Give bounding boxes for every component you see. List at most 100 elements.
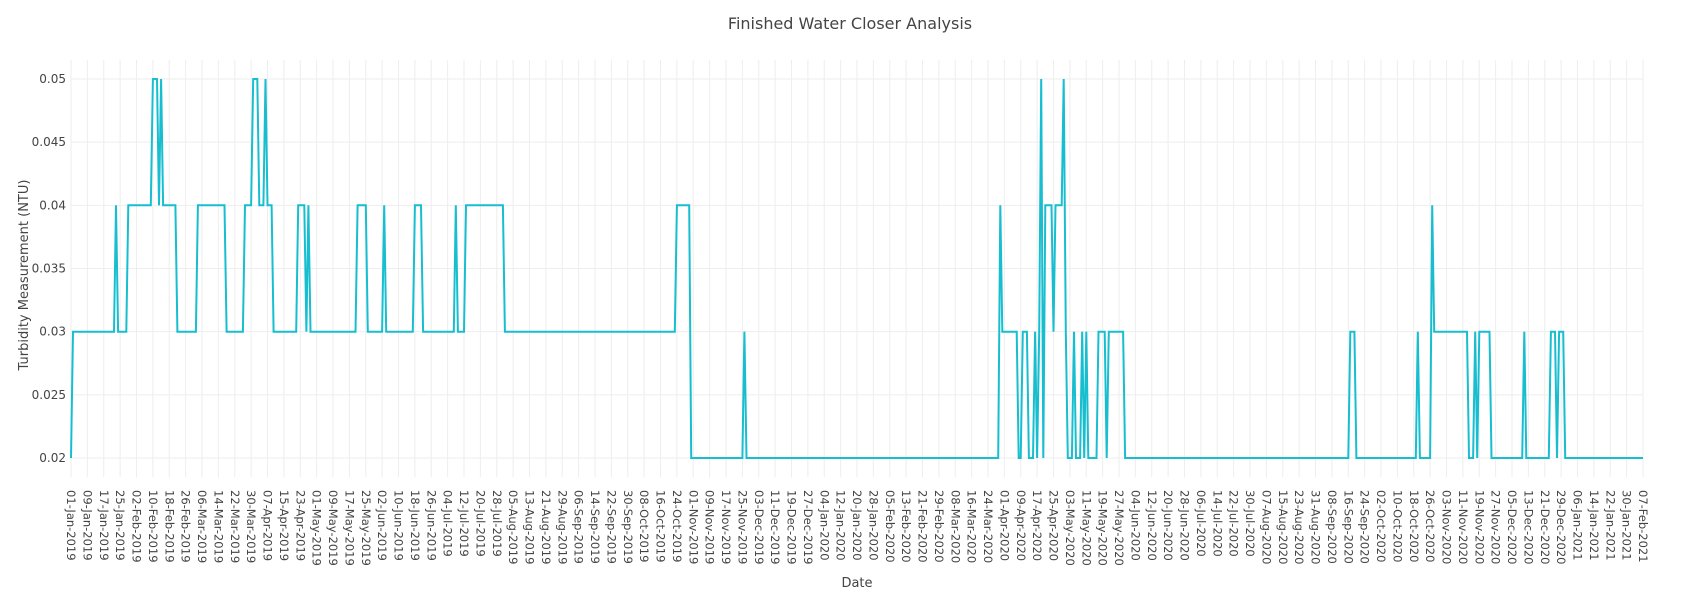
x-tick-label: 26-Jun-2019 <box>424 490 438 561</box>
x-tick-label: 06-Jan-2021 <box>1571 490 1585 561</box>
x-tick-label: 30-Jul-2020 <box>1243 490 1257 557</box>
x-tick-label: 08-Sep-2020 <box>1325 490 1339 564</box>
x-tick-label: 12-Jan-2020 <box>834 490 848 561</box>
x-tick-label: 09-Apr-2020 <box>1014 490 1028 561</box>
x-tick-label: 27-May-2020 <box>1112 490 1126 566</box>
x-tick-label: 09-Jan-2019 <box>80 490 94 561</box>
x-tick-label: 04-Jul-2019 <box>441 490 455 557</box>
x-tick-label: 22-Mar-2019 <box>228 490 242 563</box>
x-tick-label: 26-Feb-2019 <box>179 490 193 563</box>
x-tick-label: 21-Feb-2020 <box>916 490 930 563</box>
x-tick-label: 22-Jul-2020 <box>1227 490 1241 557</box>
x-tick-label: 20-Jun-2020 <box>1161 490 1175 561</box>
x-tick-label: 02-Feb-2019 <box>130 490 144 563</box>
x-tick-label: 26-Oct-2020 <box>1423 490 1437 562</box>
x-tick-label: 02-Oct-2020 <box>1374 490 1388 562</box>
x-tick-label: 05-Aug-2019 <box>506 490 520 564</box>
x-tick-label: 27-Dec-2019 <box>801 490 815 564</box>
x-tick-label: 25-Apr-2020 <box>1047 490 1061 561</box>
x-tick-label: 09-May-2019 <box>326 490 340 566</box>
x-tick-label: 19-May-2020 <box>1096 490 1110 566</box>
x-tick-label: 05-Dec-2020 <box>1505 490 1519 564</box>
y-tick-label: 0.03 <box>39 325 66 339</box>
x-tick-label: 15-Aug-2020 <box>1276 490 1290 564</box>
series-lines <box>70 78 1643 459</box>
x-tick-label: 06-Mar-2019 <box>195 490 209 563</box>
x-tick-label: 13-Aug-2019 <box>523 490 537 564</box>
x-tick-label: 28-Jun-2020 <box>1178 490 1192 561</box>
x-tick-label: 24-Sep-2020 <box>1358 490 1372 564</box>
x-tick-label: 12-Jun-2020 <box>1145 490 1159 561</box>
x-tick-label: 06-Jul-2020 <box>1194 490 1208 557</box>
x-tick-label: 07-Aug-2020 <box>1259 490 1273 564</box>
x-tick-label: 31-Aug-2020 <box>1309 490 1323 564</box>
x-tick-label: 16-Sep-2020 <box>1341 490 1355 564</box>
x-tick-label: 22-Jan-2021 <box>1603 490 1617 561</box>
x-tick-label: 29-Aug-2019 <box>555 490 569 564</box>
x-tick-label: 27-Nov-2020 <box>1489 490 1503 564</box>
y-tick-label: 0.05 <box>39 72 66 86</box>
x-tick-label: 25-Jan-2019 <box>113 490 127 561</box>
x-tick-label: 16-Mar-2020 <box>965 490 979 563</box>
x-tick-label: 10-Oct-2020 <box>1390 490 1404 562</box>
y-tick-label: 0.045 <box>32 135 66 149</box>
x-tick-label: 29-Feb-2020 <box>932 490 946 563</box>
x-tick-label: 14-Sep-2019 <box>588 490 602 564</box>
x-tick-label: 30-Jan-2021 <box>1620 490 1634 561</box>
x-tick-label: 06-Sep-2019 <box>572 490 586 564</box>
x-tick-label: 01-Nov-2019 <box>686 490 700 564</box>
x-tick-label: 03-Dec-2019 <box>752 490 766 564</box>
x-tick-label: 07-Apr-2019 <box>261 490 275 561</box>
x-tick-label: 01-Jan-2019 <box>64 490 78 561</box>
x-tick-label: 15-Apr-2019 <box>277 490 291 561</box>
x-tick-label: 21-Aug-2019 <box>539 490 553 564</box>
x-tick-label: 28-Jan-2020 <box>866 490 880 561</box>
x-tick-label: 13-Feb-2020 <box>899 490 913 563</box>
x-tick-label: 01-May-2019 <box>310 490 324 566</box>
x-tick-label: 02-Jun-2019 <box>375 490 389 561</box>
x-axis-title: Date <box>841 576 872 591</box>
x-tick-label: 18-Jun-2019 <box>408 490 422 561</box>
x-tick-label: 28-Jul-2019 <box>490 490 504 557</box>
x-tick-label: 03-May-2020 <box>1063 490 1077 566</box>
x-tick-label: 18-Oct-2020 <box>1407 490 1421 562</box>
x-tick-label: 23-Aug-2020 <box>1292 490 1306 564</box>
x-tick-label: 24-Mar-2020 <box>981 490 995 563</box>
x-tick-label: 19-Nov-2020 <box>1472 490 1486 564</box>
x-tick-label: 17-Apr-2020 <box>1030 490 1044 561</box>
x-tick-label: 24-Oct-2019 <box>670 490 684 562</box>
x-tick-label: 14-Jul-2020 <box>1210 490 1224 557</box>
x-tick-label: 03-Nov-2020 <box>1440 490 1454 564</box>
x-tick-label: 09-Nov-2019 <box>703 490 717 564</box>
turbidity-series-line <box>70 78 1643 459</box>
x-tick-label: 11-May-2020 <box>1079 490 1093 566</box>
x-tick-label: 18-Feb-2019 <box>162 490 176 563</box>
x-tick-label: 04-Jun-2020 <box>1128 490 1142 561</box>
x-tick-label: 08-Oct-2019 <box>637 490 651 562</box>
x-axis-ticks: 01-Jan-2019 09-Jan-2019 17-Jan-2019 25-Jan-… <box>64 490 1650 566</box>
x-tick-label: 11-Nov-2020 <box>1456 490 1470 564</box>
x-tick-label: 19-Dec-2019 <box>785 490 799 564</box>
x-tick-label: 13-Dec-2020 <box>1521 490 1535 564</box>
x-tick-label: 04-Jan-2020 <box>817 490 831 561</box>
x-tick-label: 12-Jul-2019 <box>457 490 471 557</box>
x-tick-label: 23-Apr-2019 <box>293 490 307 561</box>
x-tick-label: 14-Mar-2019 <box>211 490 225 563</box>
x-tick-label: 01-Apr-2020 <box>997 490 1011 561</box>
x-tick-label: 25-May-2019 <box>359 490 373 566</box>
x-tick-label: 14-Jan-2021 <box>1587 490 1601 561</box>
x-tick-label: 11-Dec-2019 <box>768 490 782 564</box>
x-tick-label: 17-Jan-2019 <box>97 490 111 561</box>
x-tick-label: 17-Nov-2019 <box>719 490 733 564</box>
x-tick-label: 30-Sep-2019 <box>621 490 635 564</box>
x-tick-label: 20-Jan-2020 <box>850 490 864 561</box>
y-axis-title: Turbidity Measurement (NTU) <box>17 180 32 372</box>
y-axis-ticks: 0.02 0.025 0.03 0.035 0.04 0.045 0.05 <box>32 72 66 465</box>
x-tick-label: 10-Feb-2019 <box>146 490 160 563</box>
x-tick-label: 05-Feb-2020 <box>883 490 897 563</box>
x-tick-label: 08-Mar-2020 <box>948 490 962 563</box>
y-tick-label: 0.025 <box>32 388 66 402</box>
x-tick-label: 25-Nov-2019 <box>735 490 749 564</box>
